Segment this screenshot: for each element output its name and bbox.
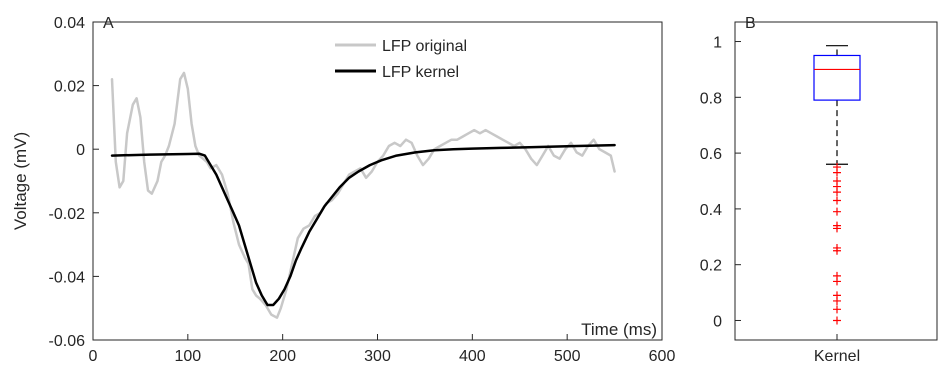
panel-a: 0 100 200 300 400 500 600 -0.06 -0.04 -0.02 0 0.02 0… xyxy=(11,15,675,365)
legend-a: LFP original LFP kernel xyxy=(335,38,467,81)
x-tick-label-a: 500 xyxy=(554,348,581,365)
x-tick-label-a: 100 xyxy=(174,348,201,365)
outlier-marker xyxy=(833,168,841,177)
y-tick-label-b: 0.6 xyxy=(700,146,722,163)
x-tick-label-a: 400 xyxy=(459,348,486,365)
plot-area-a xyxy=(92,21,663,341)
series-line-lfp-kernel xyxy=(110,143,616,307)
y-tick-label-a: 0.04 xyxy=(54,15,85,32)
y-tick-label-a: 0.02 xyxy=(54,79,85,96)
outlier-marker xyxy=(833,246,841,255)
outlier-marker xyxy=(833,277,841,286)
outlier-marker xyxy=(833,305,841,314)
boxplot-kernel xyxy=(813,45,861,325)
ticks-a: 0 100 200 300 400 500 600 -0.06 -0.04 -0.02 0 0.02 0… xyxy=(49,15,676,365)
y-tick-label-b: 0.2 xyxy=(700,258,722,275)
y-tick-label-a: 0 xyxy=(76,142,85,159)
x-tick-label-a: 200 xyxy=(269,348,296,365)
outlier-marker xyxy=(833,224,841,233)
y-tick-label-b: 1 xyxy=(713,35,722,52)
ticks-b: 0 0.2 0.4 0.6 0.8 1 xyxy=(700,35,838,340)
y-tick-label-b: 0.8 xyxy=(700,90,722,107)
y-tick-label-a: -0.04 xyxy=(49,269,86,286)
series-line-lfp-original xyxy=(110,71,616,319)
x-tick-label-a: 600 xyxy=(649,348,676,365)
y-axis-label-a: Voltage (mV) xyxy=(11,132,30,230)
y-tick-label-b: 0 xyxy=(713,313,722,330)
outlier-marker xyxy=(833,188,841,197)
outlier-marker xyxy=(833,207,841,216)
x-axis-label-a: Time (ms) xyxy=(581,320,657,339)
legend-label-lfp-kernel: LFP kernel xyxy=(382,64,459,81)
y-tick-label-a: -0.02 xyxy=(49,206,86,223)
y-tick-label-a: -0.06 xyxy=(49,333,86,350)
panel-b: 0 0.2 0.4 0.6 0.8 1 B Kernel xyxy=(700,15,938,365)
legend-label-lfp-original: LFP original xyxy=(382,38,467,55)
plot-area-b xyxy=(734,21,938,341)
y-tick-label-b: 0.4 xyxy=(700,202,722,219)
series-lines-a xyxy=(110,71,616,319)
box-iqr xyxy=(813,54,861,101)
outlier-marker xyxy=(833,296,841,305)
x-tick-label-a: 300 xyxy=(364,348,391,365)
panel-label-b: B xyxy=(745,15,756,32)
panel-label-a: A xyxy=(103,15,114,32)
outlier-marker xyxy=(833,316,841,325)
category-label-kernel: Kernel xyxy=(814,348,860,365)
x-tick-label-a: 0 xyxy=(89,348,98,365)
outlier-marker xyxy=(833,196,841,205)
